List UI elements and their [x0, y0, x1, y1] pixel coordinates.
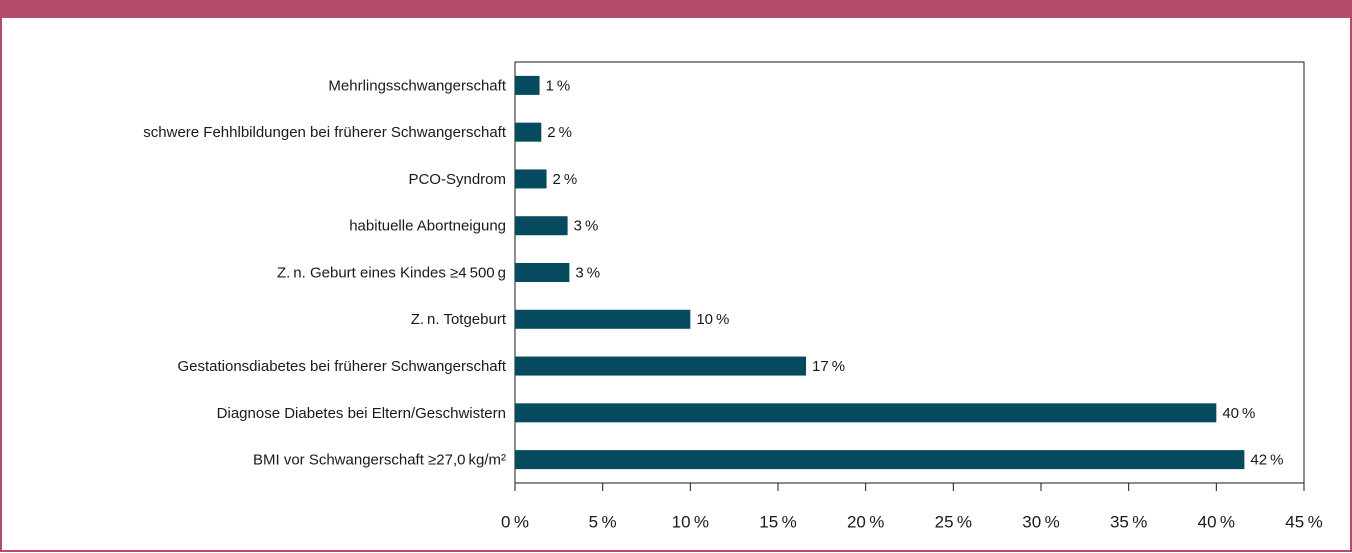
y-tick-label: BMI vor Schwangerschaft ≥27,0 kg/m² — [253, 452, 506, 469]
bar — [515, 356, 807, 376]
x-tick-label: 20 % — [847, 512, 884, 531]
value-label: 1 % — [546, 77, 571, 94]
value-label: 17 % — [812, 358, 845, 375]
x-tick-label: 0 % — [501, 512, 529, 531]
y-tick-label: schwere Fehhlbildungen bei früherer Schw… — [143, 124, 507, 141]
x-tick-label: 40 % — [1198, 512, 1235, 531]
value-label: 40 % — [1222, 405, 1255, 422]
x-tick-label: 10 % — [672, 512, 709, 531]
x-tick-label: 35 % — [1110, 512, 1147, 531]
bar — [515, 216, 568, 236]
value-label: 2 % — [547, 124, 572, 141]
bar — [515, 309, 691, 329]
bar — [515, 169, 547, 189]
value-label: 2 % — [553, 171, 578, 188]
y-tick-label: Mehrlingsschwangerschaft — [328, 77, 506, 94]
x-tick-label: 25 % — [935, 512, 972, 531]
bar — [515, 403, 1217, 423]
y-tick-label: PCO-Syndrom — [408, 171, 506, 188]
bar — [515, 263, 570, 282]
frame-top — [0, 0, 1352, 18]
y-tick-label: Gestationsdiabetes bei früherer Schwange… — [177, 358, 506, 375]
bar — [515, 122, 542, 142]
x-tick-label: 15 % — [759, 512, 796, 531]
x-tick-label: 30 % — [1022, 512, 1059, 531]
y-tick-label: Z. n. Totgeburt — [411, 311, 507, 328]
y-tick-label: habituelle Abortneigung — [349, 218, 506, 235]
value-label: 3 % — [575, 264, 600, 281]
x-tick-label: 45 % — [1285, 512, 1322, 531]
bar — [515, 450, 1245, 470]
x-tick-label: 5 % — [589, 512, 617, 531]
bar — [515, 75, 540, 95]
y-tick-label: Diagnose Diabetes bei Eltern/Geschwister… — [217, 405, 506, 422]
value-label: 10 % — [696, 311, 729, 328]
value-label: 3 % — [574, 218, 599, 235]
value-label: 42 % — [1250, 452, 1283, 469]
y-tick-label: Z. n. Geburt eines Kindes ≥4 500 g — [277, 264, 506, 281]
